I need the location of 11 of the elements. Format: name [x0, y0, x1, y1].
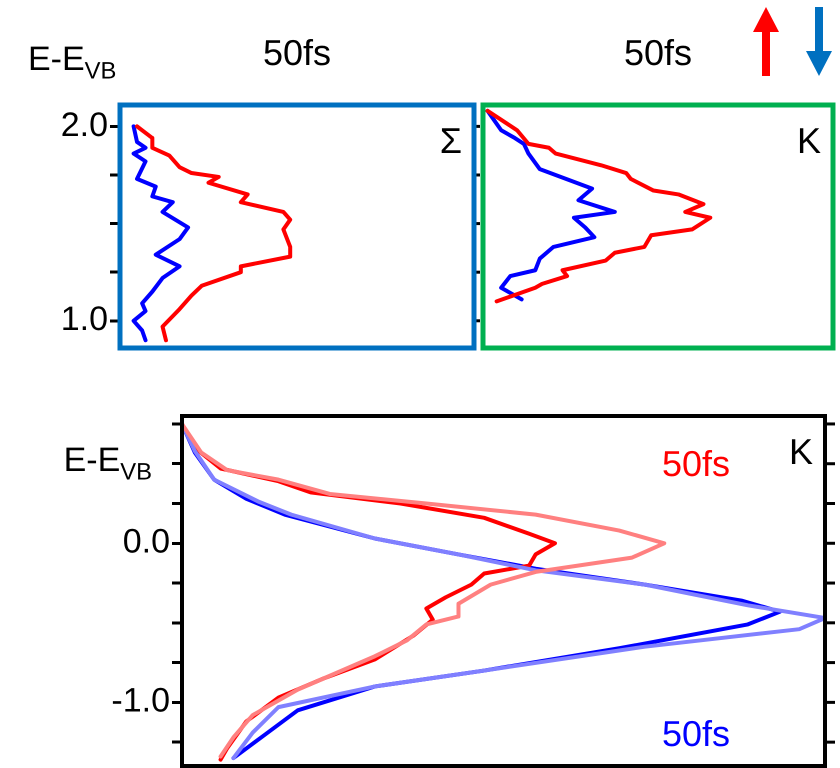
chart-title: 50fs — [262, 32, 332, 73]
y-tick-label: 1.0 — [60, 300, 108, 338]
annotation: K — [788, 431, 813, 472]
y-tick-label: 0.0 — [122, 522, 170, 561]
text: 50fs — [662, 443, 730, 484]
text: Σ — [440, 120, 462, 161]
y-tick-label: 2.0 — [60, 106, 108, 144]
text: K — [796, 120, 821, 161]
series-label: 50fs — [662, 713, 730, 754]
chart-title: 50fs — [624, 32, 692, 73]
y-tick-label: -1.0 — [111, 682, 170, 720]
